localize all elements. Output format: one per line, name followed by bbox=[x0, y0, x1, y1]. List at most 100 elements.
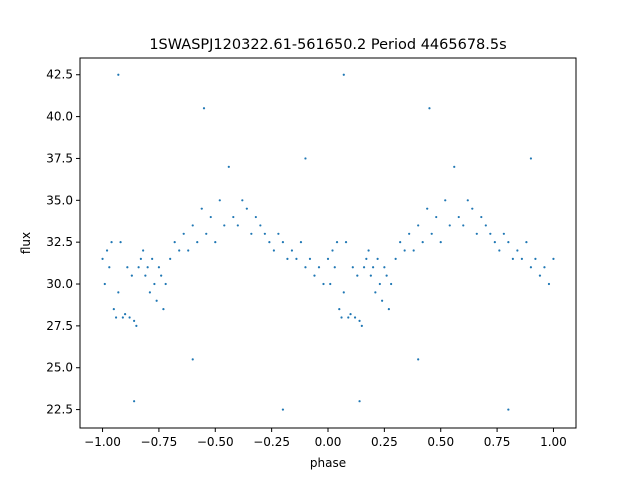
data-point bbox=[417, 224, 420, 227]
chart-title: 1SWASPJ120322.61-561650.2 Period 4465678… bbox=[149, 37, 506, 53]
data-point bbox=[304, 266, 307, 269]
data-point bbox=[272, 249, 275, 252]
x-tick-label: −0.25 bbox=[253, 435, 290, 449]
data-point bbox=[525, 241, 528, 244]
data-point bbox=[331, 249, 334, 252]
data-point bbox=[160, 274, 163, 277]
x-tick-label: −0.50 bbox=[197, 435, 234, 449]
data-point bbox=[471, 207, 474, 210]
data-point bbox=[457, 215, 460, 219]
data-point bbox=[507, 241, 510, 244]
data-point bbox=[435, 215, 438, 219]
data-point bbox=[214, 241, 217, 244]
data-point bbox=[295, 257, 298, 260]
data-point bbox=[403, 249, 406, 252]
data-point bbox=[108, 266, 111, 269]
data-point bbox=[326, 257, 330, 260]
x-tick-label: 0.50 bbox=[427, 435, 454, 449]
data-point bbox=[417, 358, 420, 361]
data-point bbox=[119, 241, 122, 244]
x-axis-label: phase bbox=[310, 456, 346, 470]
y-tick-label: 32.5 bbox=[46, 235, 73, 249]
data-point bbox=[516, 249, 519, 252]
data-point bbox=[507, 408, 510, 411]
data-point bbox=[146, 266, 149, 269]
data-point bbox=[369, 274, 372, 277]
data-point bbox=[365, 257, 368, 260]
data-point bbox=[340, 316, 343, 319]
data-point bbox=[299, 241, 303, 244]
data-point bbox=[448, 224, 451, 227]
data-point bbox=[353, 316, 357, 319]
data-point bbox=[263, 232, 266, 235]
data-point bbox=[135, 324, 138, 327]
data-point bbox=[117, 291, 120, 294]
data-point bbox=[381, 299, 384, 302]
data-point bbox=[200, 207, 203, 210]
y-tick-label: 30.0 bbox=[46, 277, 73, 291]
x-tick-label: 0.25 bbox=[371, 435, 398, 449]
y-tick-label: 42.5 bbox=[46, 68, 73, 82]
data-point bbox=[148, 291, 151, 294]
data-point bbox=[480, 215, 483, 219]
data-point bbox=[371, 266, 375, 269]
data-point bbox=[462, 224, 465, 227]
data-point bbox=[126, 266, 129, 269]
data-point bbox=[374, 291, 377, 294]
data-point bbox=[169, 257, 172, 260]
data-point bbox=[173, 241, 176, 244]
x-tick-label: 1.00 bbox=[540, 435, 567, 449]
data-point bbox=[466, 199, 469, 202]
data-point bbox=[130, 274, 133, 277]
data-point bbox=[358, 319, 361, 322]
y-tick-label: 35.0 bbox=[46, 193, 73, 207]
data-point bbox=[538, 274, 542, 277]
data-point bbox=[268, 241, 271, 244]
data-point bbox=[105, 249, 109, 252]
data-point bbox=[547, 282, 551, 286]
x-tick-label: −0.75 bbox=[141, 435, 178, 449]
data-point bbox=[259, 224, 262, 227]
data-point bbox=[394, 257, 397, 260]
data-point bbox=[520, 257, 523, 260]
data-point bbox=[484, 224, 487, 227]
data-point bbox=[281, 408, 285, 411]
data-point bbox=[114, 316, 118, 319]
data-point bbox=[241, 199, 244, 202]
data-point bbox=[342, 73, 345, 76]
data-point bbox=[232, 215, 235, 219]
y-tick-label: 40.0 bbox=[46, 110, 73, 124]
data-point bbox=[349, 313, 352, 316]
data-point bbox=[137, 266, 140, 269]
data-point bbox=[387, 308, 390, 311]
data-point bbox=[101, 257, 104, 260]
data-point bbox=[155, 299, 158, 302]
data-point bbox=[329, 282, 332, 286]
data-point bbox=[245, 207, 248, 210]
data-point bbox=[498, 249, 501, 252]
data-point bbox=[428, 107, 431, 110]
data-point bbox=[529, 157, 533, 160]
data-point bbox=[121, 316, 124, 319]
data-point bbox=[281, 241, 285, 244]
x-tick-label: −1.00 bbox=[84, 435, 121, 449]
data-point bbox=[250, 232, 253, 235]
data-point bbox=[347, 316, 350, 319]
data-point bbox=[254, 215, 257, 219]
data-point bbox=[360, 324, 363, 327]
data-point bbox=[123, 313, 127, 316]
data-point bbox=[421, 241, 424, 244]
data-point bbox=[103, 282, 106, 286]
data-point bbox=[202, 107, 206, 110]
y-tick-label: 22.5 bbox=[46, 403, 73, 417]
data-point bbox=[142, 249, 145, 252]
x-tick-label: 0.75 bbox=[484, 435, 511, 449]
data-point bbox=[144, 274, 147, 277]
y-tick-label: 37.5 bbox=[46, 151, 73, 165]
data-point bbox=[236, 224, 239, 227]
data-point bbox=[412, 249, 415, 252]
data-point bbox=[196, 241, 199, 244]
data-point bbox=[489, 232, 492, 235]
data-point bbox=[218, 199, 221, 202]
